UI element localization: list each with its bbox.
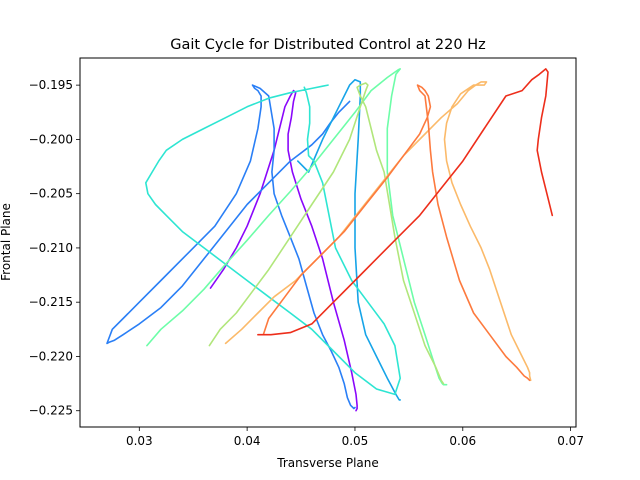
- x-tick-label: 0.05: [342, 434, 369, 448]
- y-tick-label: −0.225: [29, 404, 73, 418]
- x-tick-label: 0.07: [557, 434, 584, 448]
- y-tick-label: −0.195: [29, 78, 73, 92]
- x-tick-label: 0.03: [126, 434, 153, 448]
- series-line-3: [296, 78, 402, 401]
- y-tick-label: −0.200: [29, 132, 73, 146]
- y-tick-label: −0.210: [29, 241, 73, 255]
- x-tick-label: 0.04: [234, 434, 261, 448]
- series-line-5: [146, 68, 448, 386]
- y-tick-label: −0.205: [29, 187, 73, 201]
- series-line-4: [145, 84, 402, 396]
- y-axis-ticks: −0.195 −0.200 −0.205 −0.210 −0.215 −0.220 −0.2…: [29, 78, 80, 418]
- series-layer: [106, 68, 554, 412]
- series-line-9: [257, 68, 554, 336]
- plot-frame: [79, 57, 577, 428]
- series-line-1: [209, 89, 358, 412]
- x-axis-label: Transverse Plane: [276, 456, 379, 470]
- chart-title: Gait Cycle for Distributed Control at 22…: [170, 37, 485, 53]
- y-tick-label: −0.215: [29, 295, 73, 309]
- series-line-6: [208, 82, 445, 385]
- series-line-2: [106, 84, 356, 410]
- x-axis-ticks: 0.03 0.04 0.05 0.06 0.07: [126, 427, 584, 448]
- series-line-8: [262, 84, 531, 382]
- y-axis-label: Frontal Plane: [0, 203, 13, 281]
- y-tick-label: −0.220: [29, 349, 73, 363]
- x-tick-label: 0.06: [449, 434, 476, 448]
